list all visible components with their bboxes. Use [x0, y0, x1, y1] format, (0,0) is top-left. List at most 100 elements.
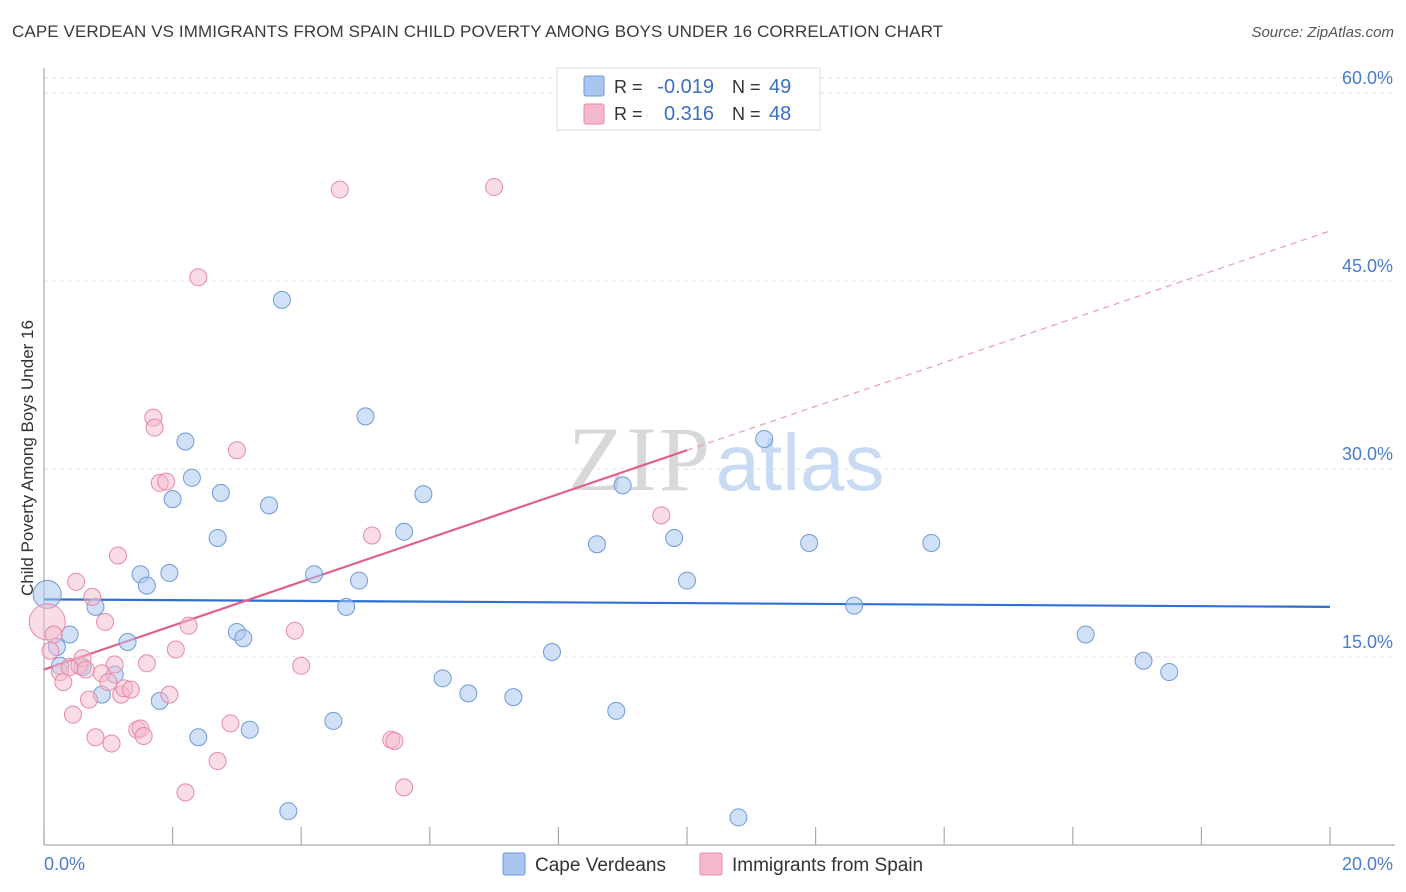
cape-verdean-point — [459, 684, 478, 703]
spain-immigrant-point — [67, 572, 86, 591]
y-axis-title: Child Poverty Among Boys Under 16 — [18, 320, 37, 596]
cape-verdean-point — [800, 533, 819, 552]
cape-verdean-point — [755, 429, 774, 448]
cape-verdean-point — [433, 669, 452, 688]
cape-verdean-point — [665, 528, 684, 547]
cape-verdean-point — [176, 432, 195, 451]
cape-verdean-point — [613, 476, 632, 495]
cape-verdean-point — [137, 576, 156, 595]
cape-verdean-point — [922, 533, 941, 552]
cape-verdean-point — [324, 711, 343, 730]
spain-immigrant-points — [28, 178, 671, 802]
bottom-legend-swatch-cape-verdeans — [502, 852, 526, 876]
spain-immigrant-point — [121, 680, 140, 699]
legend-swatch-spain — [583, 103, 605, 125]
spain-immigrant-point — [166, 640, 185, 659]
cape-verdean-point — [234, 629, 253, 648]
trend-lines — [43, 230, 1331, 671]
spain-immigrant-point — [108, 546, 127, 565]
spain-immigrant-point — [395, 778, 414, 797]
spain-immigrant-point — [105, 655, 124, 674]
cape-verdean-point — [395, 522, 414, 541]
cape-verdean-points — [32, 290, 1179, 827]
spain-immigrant-point — [137, 654, 156, 673]
legend-r-value-1: -0.019 — [657, 76, 714, 98]
spain-immigrant-point — [292, 656, 311, 675]
bottom-legend: Cape Verdeans Immigrants from Spain — [502, 852, 923, 876]
spain-immigrant-point — [145, 418, 164, 437]
spain-immigrant-point — [362, 526, 381, 545]
spain-immigrant-point — [86, 728, 105, 747]
cape-verdean-point — [587, 535, 606, 554]
spain-immigrant-point — [208, 752, 227, 771]
x-tick-label-min: 0.0% — [44, 854, 85, 874]
spain-immigrant-point — [285, 621, 304, 640]
axes — [43, 68, 1395, 846]
cape-verdean-point — [182, 468, 201, 487]
trendline-spain-extension — [686, 230, 1331, 451]
spain-immigrant-point — [176, 783, 195, 802]
spain-immigrant-point — [96, 612, 115, 631]
spain-immigrant-point — [330, 180, 349, 199]
legend-r-value-2: 0.316 — [664, 103, 714, 125]
y-tick-label-30: 30.0% — [1342, 444, 1393, 464]
cape-verdean-point — [208, 528, 227, 547]
gridlines — [44, 77, 1395, 658]
y-tick-label-15: 15.0% — [1342, 632, 1393, 652]
spain-immigrant-point — [80, 690, 99, 709]
cape-verdean-point — [240, 720, 259, 739]
spain-immigrant-point — [44, 625, 63, 644]
spain-immigrant-point — [179, 616, 198, 635]
spain-immigrant-point — [160, 685, 179, 704]
watermark-atlas: atlas — [716, 418, 885, 507]
cape-verdean-point — [607, 701, 626, 720]
spain-immigrant-point — [227, 441, 246, 460]
cape-verdean-point — [542, 643, 561, 662]
spain-immigrant-point — [485, 178, 504, 197]
cape-verdean-point — [678, 571, 696, 590]
cape-verdean-point — [305, 565, 324, 584]
cape-verdean-point — [350, 571, 369, 590]
cape-verdean-point — [160, 564, 179, 583]
legend-n-value-2: 48 — [769, 103, 791, 125]
legend-r-label-2: R = — [614, 104, 643, 124]
spain-immigrant-point — [221, 714, 240, 733]
legend-n-label-2: N = — [732, 104, 761, 124]
cape-verdean-point — [1160, 663, 1179, 682]
spain-immigrant-point — [63, 705, 82, 724]
bottom-legend-label-spain: Immigrants from Spain — [732, 855, 923, 876]
cape-verdean-point — [272, 290, 291, 309]
cape-verdean-point — [189, 728, 208, 747]
spain-immigrant-point — [652, 506, 671, 525]
bottom-legend-swatch-spain — [699, 852, 723, 876]
y-tick-label-60: 60.0% — [1342, 68, 1393, 88]
cape-verdean-point — [504, 688, 523, 707]
cape-verdean-point — [337, 597, 356, 616]
y-tick-labels: 15.0% 30.0% 45.0% 60.0% — [1342, 68, 1393, 652]
legend-n-label-1: N = — [732, 77, 761, 97]
spain-immigrant-point — [134, 726, 153, 745]
cape-verdean-point — [163, 490, 182, 509]
cape-verdean-point — [279, 802, 298, 821]
trendline-cape-verdeans — [43, 598, 1331, 608]
spain-immigrant-point — [385, 731, 404, 750]
cape-verdean-point — [1076, 625, 1095, 644]
trendline-spain — [43, 449, 688, 671]
watermark-zip: ZIP — [568, 408, 712, 510]
bottom-legend-label-cape-verdeans: Cape Verdeans — [535, 855, 666, 876]
cape-verdean-point — [356, 407, 375, 426]
cape-verdean-point — [118, 632, 137, 651]
spain-immigrant-point — [189, 268, 208, 287]
chart-source: Source: ZipAtlas.com — [1251, 24, 1394, 41]
spain-immigrant-point — [41, 641, 60, 660]
cape-verdean-point — [260, 496, 279, 515]
x-ticks — [43, 827, 1331, 845]
chart-title: CAPE VERDEAN VS IMMIGRANTS FROM SPAIN CH… — [12, 22, 944, 41]
spain-immigrant-point — [157, 472, 176, 491]
spain-immigrant-point — [76, 660, 95, 679]
top-legend: R = -0.019 N = 49 R = 0.316 N = 48 — [556, 67, 821, 131]
legend-n-value-1: 49 — [769, 76, 791, 98]
x-tick-label-max: 20.0% — [1342, 854, 1393, 874]
spain-immigrant-point — [83, 587, 102, 606]
legend-swatch-cape-verdeans — [583, 75, 605, 97]
